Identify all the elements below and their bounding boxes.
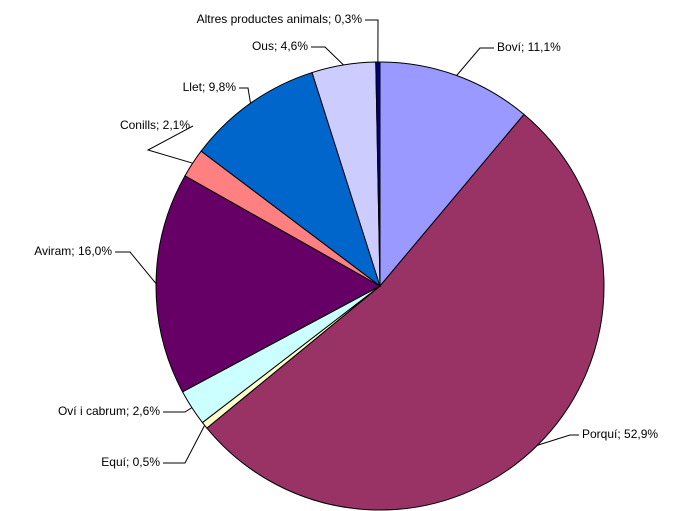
data-label: Porquí; 52,9% bbox=[582, 427, 658, 441]
pie-slice bbox=[375, 61, 381, 287]
pie-slice bbox=[379, 61, 525, 288]
leader-line bbox=[456, 47, 494, 76]
data-label: Conills; 2,1% bbox=[120, 118, 190, 132]
data-label: Llet; 9,8% bbox=[183, 80, 237, 94]
leader-line bbox=[146, 125, 194, 164]
leader-line bbox=[115, 251, 157, 284]
leader-line bbox=[365, 19, 379, 63]
leader-line bbox=[537, 434, 579, 446]
leader-line bbox=[239, 87, 252, 104]
leader-line bbox=[311, 46, 344, 66]
data-label: Ous; 4,6% bbox=[252, 39, 308, 53]
pie-slice bbox=[155, 175, 382, 393]
data-label: Aviram; 16,0% bbox=[34, 244, 112, 258]
data-label: Equí; 0,5% bbox=[101, 455, 160, 469]
leader-line bbox=[163, 407, 193, 413]
leader-line bbox=[163, 425, 206, 464]
data-label: Altres productes animals; 0,3% bbox=[197, 12, 363, 26]
data-label: Oví i cabrum; 2,6% bbox=[58, 404, 160, 418]
data-label: Boví; 11,1% bbox=[497, 40, 561, 54]
